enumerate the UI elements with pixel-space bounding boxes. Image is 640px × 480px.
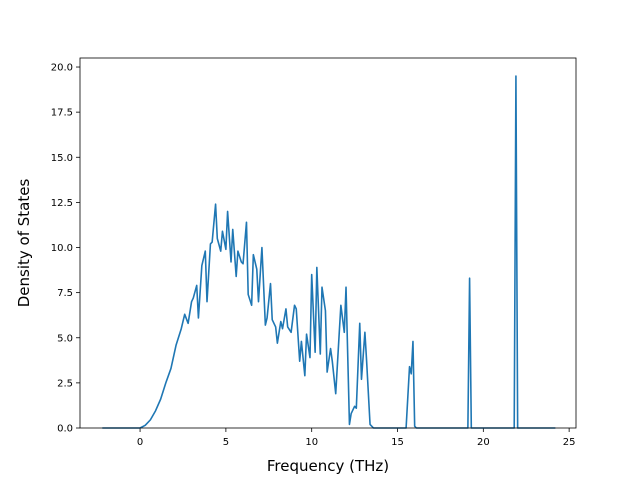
plot-area bbox=[102, 75, 556, 429]
ticks-layer: 0 5 10 15 20 25 0.0 2.5 5.0 7.5 10.0 12.5 15.0 17.5 20… bbox=[51, 63, 576, 448]
y-axis-title: Density of States bbox=[15, 179, 33, 308]
x-axis-title: Frequency (THz) bbox=[267, 457, 389, 475]
y-tick-label: 17.5 bbox=[51, 108, 73, 119]
y-tick-label: 7.5 bbox=[57, 288, 73, 299]
x-tick-label: 0 bbox=[137, 437, 143, 448]
x-tick-label: 10 bbox=[305, 437, 318, 448]
y-tick-label: 2.5 bbox=[57, 378, 73, 389]
y-tick-label: 0.0 bbox=[57, 424, 73, 435]
y-tick-label: 5.0 bbox=[57, 333, 73, 344]
dos-series-line bbox=[102, 75, 556, 429]
y-tick-label: 12.5 bbox=[51, 198, 73, 209]
x-tick-label: 20 bbox=[477, 437, 490, 448]
y-tick-label: 10.0 bbox=[51, 243, 73, 254]
y-tick-label: 20.0 bbox=[51, 63, 73, 74]
x-tick-label: 25 bbox=[563, 437, 576, 448]
x-tick-label: 15 bbox=[391, 437, 404, 448]
x-tick-label: 5 bbox=[223, 437, 229, 448]
y-tick-label: 15.0 bbox=[51, 153, 73, 164]
axes-frame bbox=[79, 57, 577, 429]
